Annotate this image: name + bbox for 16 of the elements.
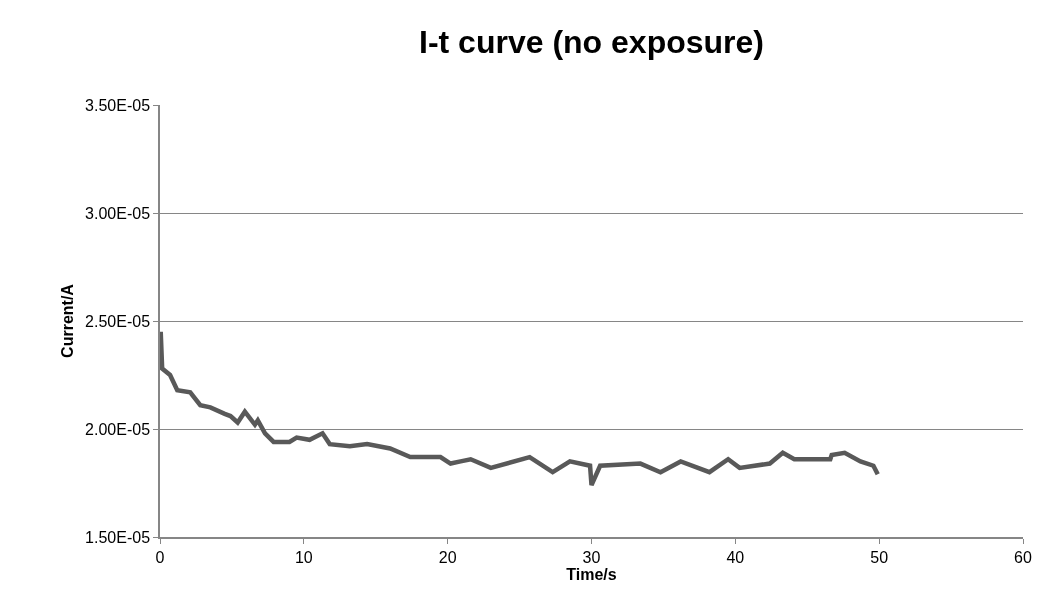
y-tick-label: 2.50E-05 xyxy=(85,312,151,330)
x-tick-label: 0 xyxy=(155,548,165,566)
x-axis-title: Time/s xyxy=(566,565,617,583)
line-series xyxy=(160,329,880,488)
x-tick-label: 60 xyxy=(1014,548,1032,566)
x-tick-label: 30 xyxy=(582,548,601,566)
y-tick-label: 3.50E-05 xyxy=(85,96,151,114)
y-tick-label: 2.00E-05 xyxy=(85,420,151,438)
x-tick-label: 20 xyxy=(438,548,457,566)
y-tick-label: 3.00E-05 xyxy=(85,204,151,222)
x-tick-label: 50 xyxy=(870,548,889,566)
y-tick-label: 1.50E-05 xyxy=(85,528,151,546)
x-tick-label: 10 xyxy=(294,548,313,566)
x-tick-label: 40 xyxy=(726,548,745,566)
chart-title: I-t curve (no exposure) xyxy=(419,24,764,61)
y-axis-title: Current/A xyxy=(58,283,76,358)
